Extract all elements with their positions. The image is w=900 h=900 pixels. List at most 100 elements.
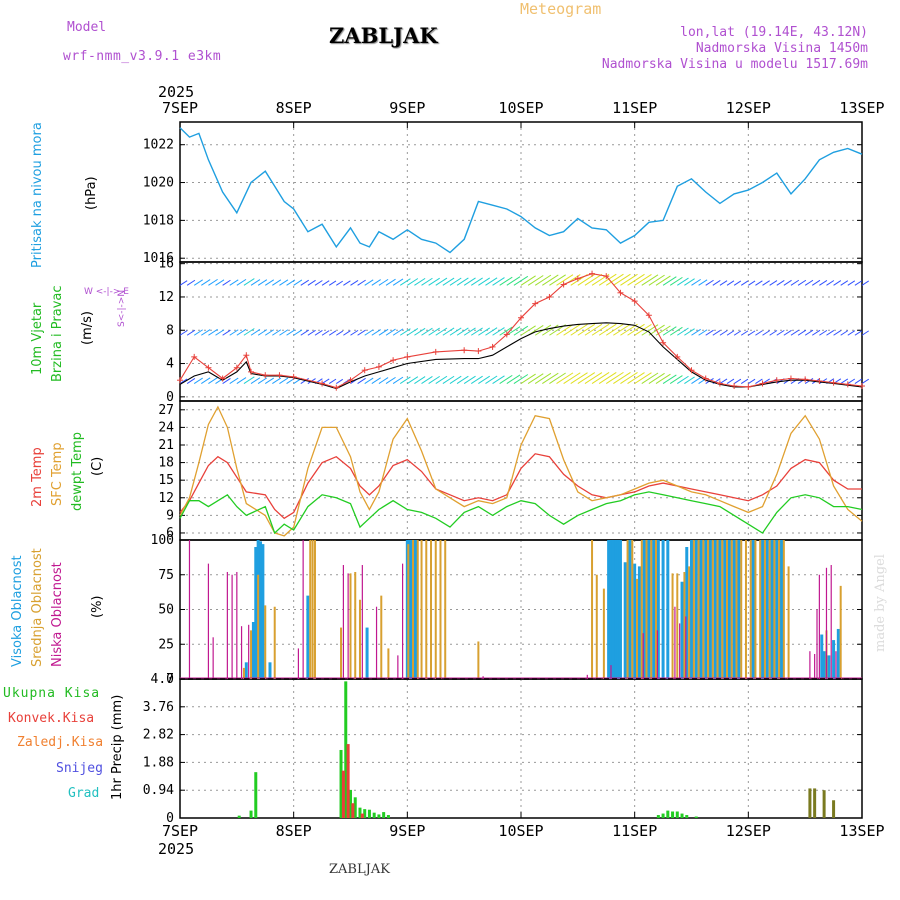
legend-zaledj: Zaledj.Kisa <box>17 735 104 750</box>
wind-arrow <box>371 279 381 286</box>
wind-arrow <box>421 327 433 336</box>
wind-arrow <box>485 375 498 384</box>
wind-arrow <box>584 372 603 384</box>
wind-arrow <box>542 324 559 336</box>
y-tick-label: 8 <box>166 323 174 338</box>
y-tick-label: 0.94 <box>143 783 174 798</box>
wind-arrow <box>634 274 652 286</box>
wind-arrow <box>733 280 742 286</box>
precip-total-bar <box>813 788 817 818</box>
wind-arrow <box>264 377 275 384</box>
wind-arrow <box>243 278 255 286</box>
precip-total-bar <box>254 772 258 818</box>
wind-arrow <box>549 372 566 384</box>
wind-arrow <box>762 280 770 286</box>
x-tick-label-bottom: 10SEP <box>498 822 543 840</box>
x-tick-label-bottom: 12SEP <box>726 822 771 840</box>
wind-arrow <box>208 278 218 286</box>
wind-arrow <box>336 378 344 384</box>
wind-arrow <box>272 329 282 336</box>
wind-arrow <box>605 323 624 336</box>
wind-arrow <box>598 273 617 286</box>
wind-arrow <box>222 279 231 286</box>
wind-arrow <box>861 280 870 286</box>
wind-arrow <box>627 323 645 336</box>
wind-arrow <box>343 330 351 336</box>
year-bottom: 2025 <box>158 840 195 858</box>
model-label: Model <box>67 20 107 35</box>
wind-arrow <box>428 277 440 286</box>
wind-arrow <box>257 329 268 336</box>
wind-arrow <box>243 376 255 384</box>
y-tick-label: 0 <box>166 811 174 826</box>
y-tick-label: 27 <box>158 403 174 418</box>
y-tick-label: 16 <box>158 257 174 272</box>
wind-arrow <box>627 372 645 384</box>
wind-arrow <box>456 327 469 336</box>
wind-arrow <box>769 280 778 286</box>
wind-arrow <box>328 280 337 286</box>
wind-arrow <box>407 278 419 286</box>
precip-total-bar <box>661 813 665 818</box>
wind-arrow <box>733 330 742 336</box>
precip-total-bar <box>675 811 679 818</box>
wind-arrow <box>726 280 735 286</box>
precip-total-bar <box>822 790 826 818</box>
wind-arrow <box>257 279 268 286</box>
wind-arrow <box>470 375 483 384</box>
y-tick-label: 1016 <box>143 251 174 266</box>
wind-arrow <box>257 377 268 384</box>
wind-arrow <box>336 330 344 336</box>
wind-arrow <box>357 377 366 384</box>
wind-arrow <box>328 330 337 336</box>
wind-arrow <box>371 329 381 336</box>
wind-arrow <box>307 329 316 336</box>
precip-total-bar <box>249 810 253 818</box>
wind-arrow <box>193 377 203 384</box>
wind-arrow <box>229 279 239 286</box>
wind-arrow <box>684 328 695 336</box>
y-tick-label: 12 <box>158 290 174 305</box>
wind-arrow <box>833 280 842 286</box>
wind-arrow <box>186 329 196 336</box>
wind-arrow <box>378 278 389 286</box>
wind-arrow <box>641 274 659 286</box>
wind-arrow <box>478 277 491 286</box>
precip-conv-bar <box>346 744 350 818</box>
wind-arrow <box>577 323 596 336</box>
y-tick-label: 15 <box>158 473 174 488</box>
precip-total-bar <box>372 812 376 818</box>
wind-arrow <box>357 329 366 336</box>
wind-arrow <box>542 372 559 384</box>
wind-arrow <box>549 274 566 286</box>
wind-arrow <box>421 376 433 384</box>
pressure-line <box>179 127 863 254</box>
wind-arrow <box>648 274 665 286</box>
wind-arrow <box>478 327 491 336</box>
y-tick-label: 2.82 <box>143 728 174 743</box>
wind-arrow <box>598 372 617 384</box>
wind-arrow <box>840 330 849 336</box>
wind-arrow <box>435 277 448 286</box>
wind-arrow <box>861 330 870 336</box>
wind-arrow <box>563 324 581 336</box>
wind-arrow <box>201 377 211 384</box>
wind-arrow <box>719 280 728 286</box>
precip-total-bar <box>358 807 362 818</box>
wind-arrow <box>307 279 316 286</box>
x-tick-label-bottom: 9SEP <box>389 822 425 840</box>
wind-arrow <box>414 376 426 384</box>
wind-arrow <box>250 329 261 336</box>
wind-arrow <box>193 279 203 286</box>
wind-arrow <box>428 375 440 384</box>
wind-arrow <box>684 376 695 384</box>
wind-arrow <box>520 325 536 336</box>
wind-arrow <box>677 327 689 336</box>
x-tick-label-bottom: 8SEP <box>276 822 312 840</box>
wind-arrow <box>520 275 536 286</box>
wind-arrow <box>726 330 735 336</box>
wind-arrow <box>272 279 282 286</box>
x-tick-label-top: 13SEP <box>839 99 884 117</box>
y-tick-label: 0 <box>166 390 174 405</box>
wind-arrow <box>463 375 476 384</box>
